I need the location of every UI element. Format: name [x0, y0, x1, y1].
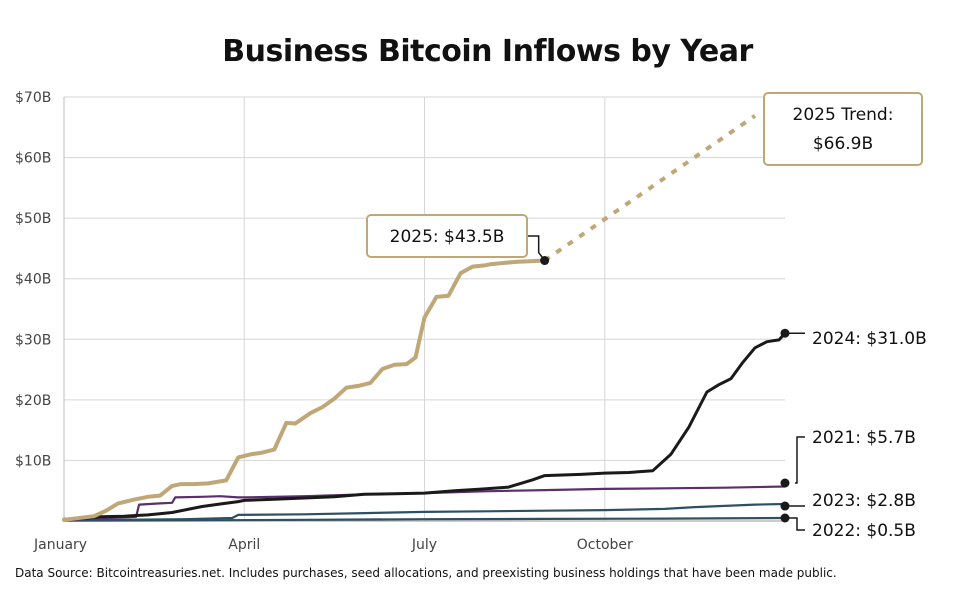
y-tick-label: $50B: [15, 211, 51, 227]
x-tick-label: April: [228, 537, 260, 553]
callout-box-2025: [366, 214, 528, 258]
series-layer: [62, 114, 787, 522]
series-line-2025-trend: [543, 114, 757, 263]
end-dot-2024: [780, 328, 790, 338]
callout-box-trend: [763, 92, 923, 166]
series-line-2025: [62, 258, 547, 522]
end-dot-2023: [780, 501, 790, 511]
source-note: Data Source: Bitcointreasuries.net. Incl…: [15, 566, 837, 580]
y-tick-label: $70B: [15, 90, 51, 106]
callout-text-trend-label: 2025 Trend:: [793, 105, 894, 125]
end-dot-2021: [780, 478, 790, 488]
axis-labels: $10B $20B $30B $40B $50B $60B $70B January April…: [15, 90, 633, 553]
x-tick-label: January: [33, 537, 87, 553]
series-line-2023: [62, 502, 787, 522]
end-dot-2022: [780, 513, 790, 523]
callout-text-2025: 2025: $43.5B: [390, 227, 505, 247]
end-label-2023: 2023: $2.8B: [812, 491, 916, 511]
end-label-2021: 2021: $5.7B: [812, 428, 916, 448]
callout-leader-2025: [527, 235, 546, 261]
end-label-leader-2022: [785, 517, 805, 531]
annotations: 2024: $31.0B 2021: $5.7B 2023: $2.8B 2022: …: [366, 92, 927, 541]
x-tick-label: July: [411, 537, 437, 553]
y-tick-label: $20B: [15, 393, 51, 409]
series-line-2021: [62, 485, 787, 522]
series-line-2022: [62, 516, 787, 522]
callout-text-trend-value: $66.9B: [813, 134, 873, 154]
y-tick-label: $30B: [15, 332, 51, 348]
y-tick-label: $10B: [15, 453, 51, 469]
end-label-leader-2021: [795, 436, 805, 484]
grid: [63, 96, 785, 522]
x-tick-label: October: [577, 537, 633, 553]
chart-title: Business Bitcoin Inflows by Year: [222, 34, 753, 69]
y-tick-label: $40B: [15, 272, 51, 288]
series-line-2024: [62, 331, 787, 521]
end-label-2022: 2022: $0.5B: [812, 521, 916, 541]
y-tick-label: $60B: [15, 151, 51, 167]
end-label-2024: 2024: $31.0B: [812, 329, 927, 349]
callout-dot-2025: [540, 256, 550, 266]
